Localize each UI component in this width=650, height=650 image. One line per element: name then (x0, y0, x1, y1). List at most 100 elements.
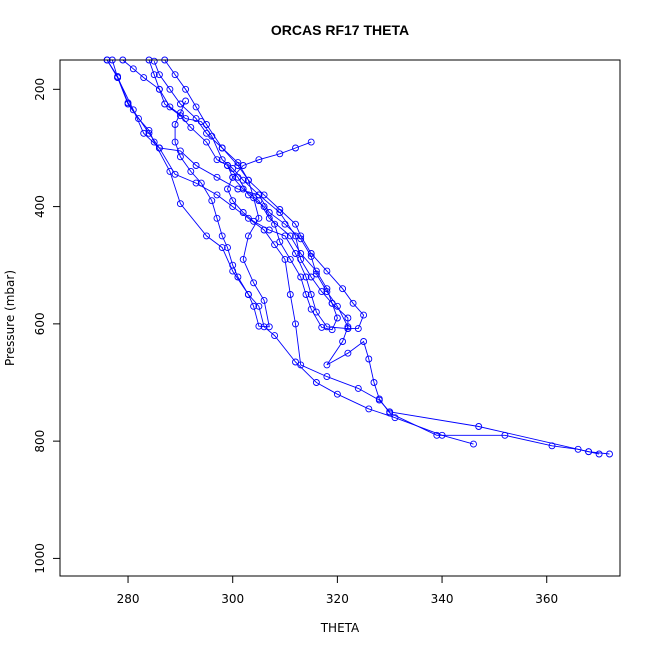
data-point (265, 323, 273, 331)
data-point (171, 121, 179, 128)
data-point (239, 162, 247, 169)
data-point (166, 103, 174, 111)
data-point (297, 250, 305, 257)
data-point (234, 159, 242, 167)
data-point (328, 326, 336, 334)
data-point (250, 302, 258, 310)
data-point (307, 138, 315, 146)
series-layer (103, 56, 613, 458)
data-point (244, 191, 252, 199)
data-point (354, 325, 362, 333)
data-point (391, 414, 399, 422)
data-point (239, 255, 247, 263)
series-5 (145, 56, 341, 334)
data-point (339, 338, 347, 345)
data-point (255, 322, 263, 330)
data-point (145, 129, 153, 137)
data-point (475, 423, 483, 430)
data-point (292, 144, 299, 152)
data-point (203, 129, 210, 137)
data-point (255, 156, 263, 164)
data-point (250, 279, 258, 287)
data-point (375, 395, 383, 403)
y-tick-label: 800 (33, 430, 47, 453)
data-point (255, 197, 263, 205)
data-point (312, 379, 320, 386)
data-point (595, 450, 603, 458)
data-point (360, 338, 368, 345)
data-point (182, 85, 190, 93)
data-point (213, 214, 221, 222)
data-point (318, 323, 326, 331)
data-point (276, 150, 284, 158)
data-point (271, 332, 279, 340)
data-point (176, 200, 184, 208)
data-point (360, 311, 368, 319)
data-point (229, 173, 237, 181)
series-line (148, 59, 338, 331)
data-point (354, 384, 362, 392)
data-point (239, 185, 247, 193)
data-point (224, 244, 231, 252)
data-point (344, 349, 352, 357)
data-point (182, 97, 190, 105)
data-point (234, 273, 242, 281)
data-point (218, 232, 226, 240)
data-point (271, 241, 279, 249)
series-line (106, 59, 474, 445)
data-point (213, 173, 221, 181)
data-point (255, 302, 263, 310)
data-point (323, 285, 331, 293)
data-point (433, 431, 441, 439)
data-point (124, 99, 132, 107)
data-point (155, 144, 163, 152)
data-point (260, 296, 268, 304)
data-point (218, 144, 226, 152)
data-point (203, 138, 210, 146)
data-point (386, 409, 394, 417)
series-line (153, 61, 270, 328)
data-point (307, 273, 315, 281)
data-point (171, 170, 179, 178)
x-tick-label: 340 (431, 592, 454, 606)
data-point (574, 445, 582, 453)
data-point (307, 305, 315, 313)
data-point (323, 361, 331, 369)
data-point (250, 194, 258, 202)
data-point (218, 244, 226, 252)
data-point (286, 255, 294, 263)
data-point (365, 405, 373, 413)
data-point (333, 314, 341, 322)
x-tick-label: 280 (117, 592, 140, 606)
data-point (260, 191, 268, 199)
data-point (203, 121, 210, 128)
data-point (192, 162, 200, 169)
chart-title: ORCAS RF17 THETA (271, 22, 409, 38)
data-point (292, 232, 299, 240)
data-point (323, 267, 331, 275)
data-point (333, 390, 341, 398)
data-point (501, 431, 509, 439)
y-tick-label: 200 (33, 78, 47, 101)
series-6 (161, 56, 368, 333)
data-point (470, 440, 477, 448)
data-point (292, 250, 299, 257)
data-point (166, 85, 174, 93)
data-point (192, 179, 200, 187)
data-point (344, 314, 352, 322)
data-point (276, 238, 284, 246)
data-point (213, 156, 221, 164)
data-point (286, 232, 294, 240)
data-point (339, 285, 347, 293)
data-point (349, 299, 357, 307)
data-point (176, 109, 184, 117)
data-point (176, 100, 184, 108)
data-point (192, 103, 200, 111)
data-point (229, 261, 237, 269)
data-point (302, 273, 310, 281)
data-point (302, 291, 310, 298)
data-point (208, 197, 216, 205)
y-tick-label: 1000 (33, 543, 47, 574)
